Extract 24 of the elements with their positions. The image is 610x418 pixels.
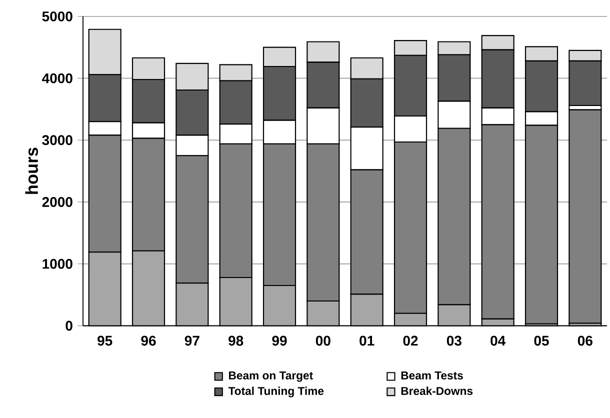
legend-label: Beam Tests bbox=[401, 372, 463, 380]
bar bbox=[568, 109, 602, 324]
y-tick-label: 5000 bbox=[42, 11, 72, 22]
y-axis-title: hours bbox=[25, 148, 38, 194]
x-tick-label: 04 bbox=[490, 336, 506, 346]
x-tick-label: 95 bbox=[98, 336, 112, 346]
x-tick-label: 06 bbox=[578, 336, 592, 346]
x-tick-label: 01 bbox=[360, 336, 374, 346]
x-tick-label: 99 bbox=[272, 336, 287, 346]
x-tick-label: 98 bbox=[228, 336, 244, 346]
y-tick-label: 3000 bbox=[42, 135, 72, 146]
x-tick-label: 96 bbox=[141, 336, 156, 346]
x-tick-label: 03 bbox=[446, 336, 462, 346]
legend-label: Beam on Target bbox=[229, 372, 313, 382]
x-tick-label: 05 bbox=[534, 336, 549, 346]
y-tick-label: 1000 bbox=[42, 258, 72, 269]
legend-label: Break-Downs bbox=[401, 386, 473, 395]
x-tick-label: 00 bbox=[316, 336, 330, 346]
x-tick-label: 97 bbox=[184, 336, 200, 346]
y-tick-label: 2000 bbox=[42, 197, 72, 207]
y-tick-label: 4000 bbox=[42, 73, 72, 84]
legend-label: Total Tuning Time bbox=[228, 386, 324, 398]
x-tick-label: 02 bbox=[403, 336, 418, 346]
y-tick-label: 0 bbox=[66, 320, 72, 331]
